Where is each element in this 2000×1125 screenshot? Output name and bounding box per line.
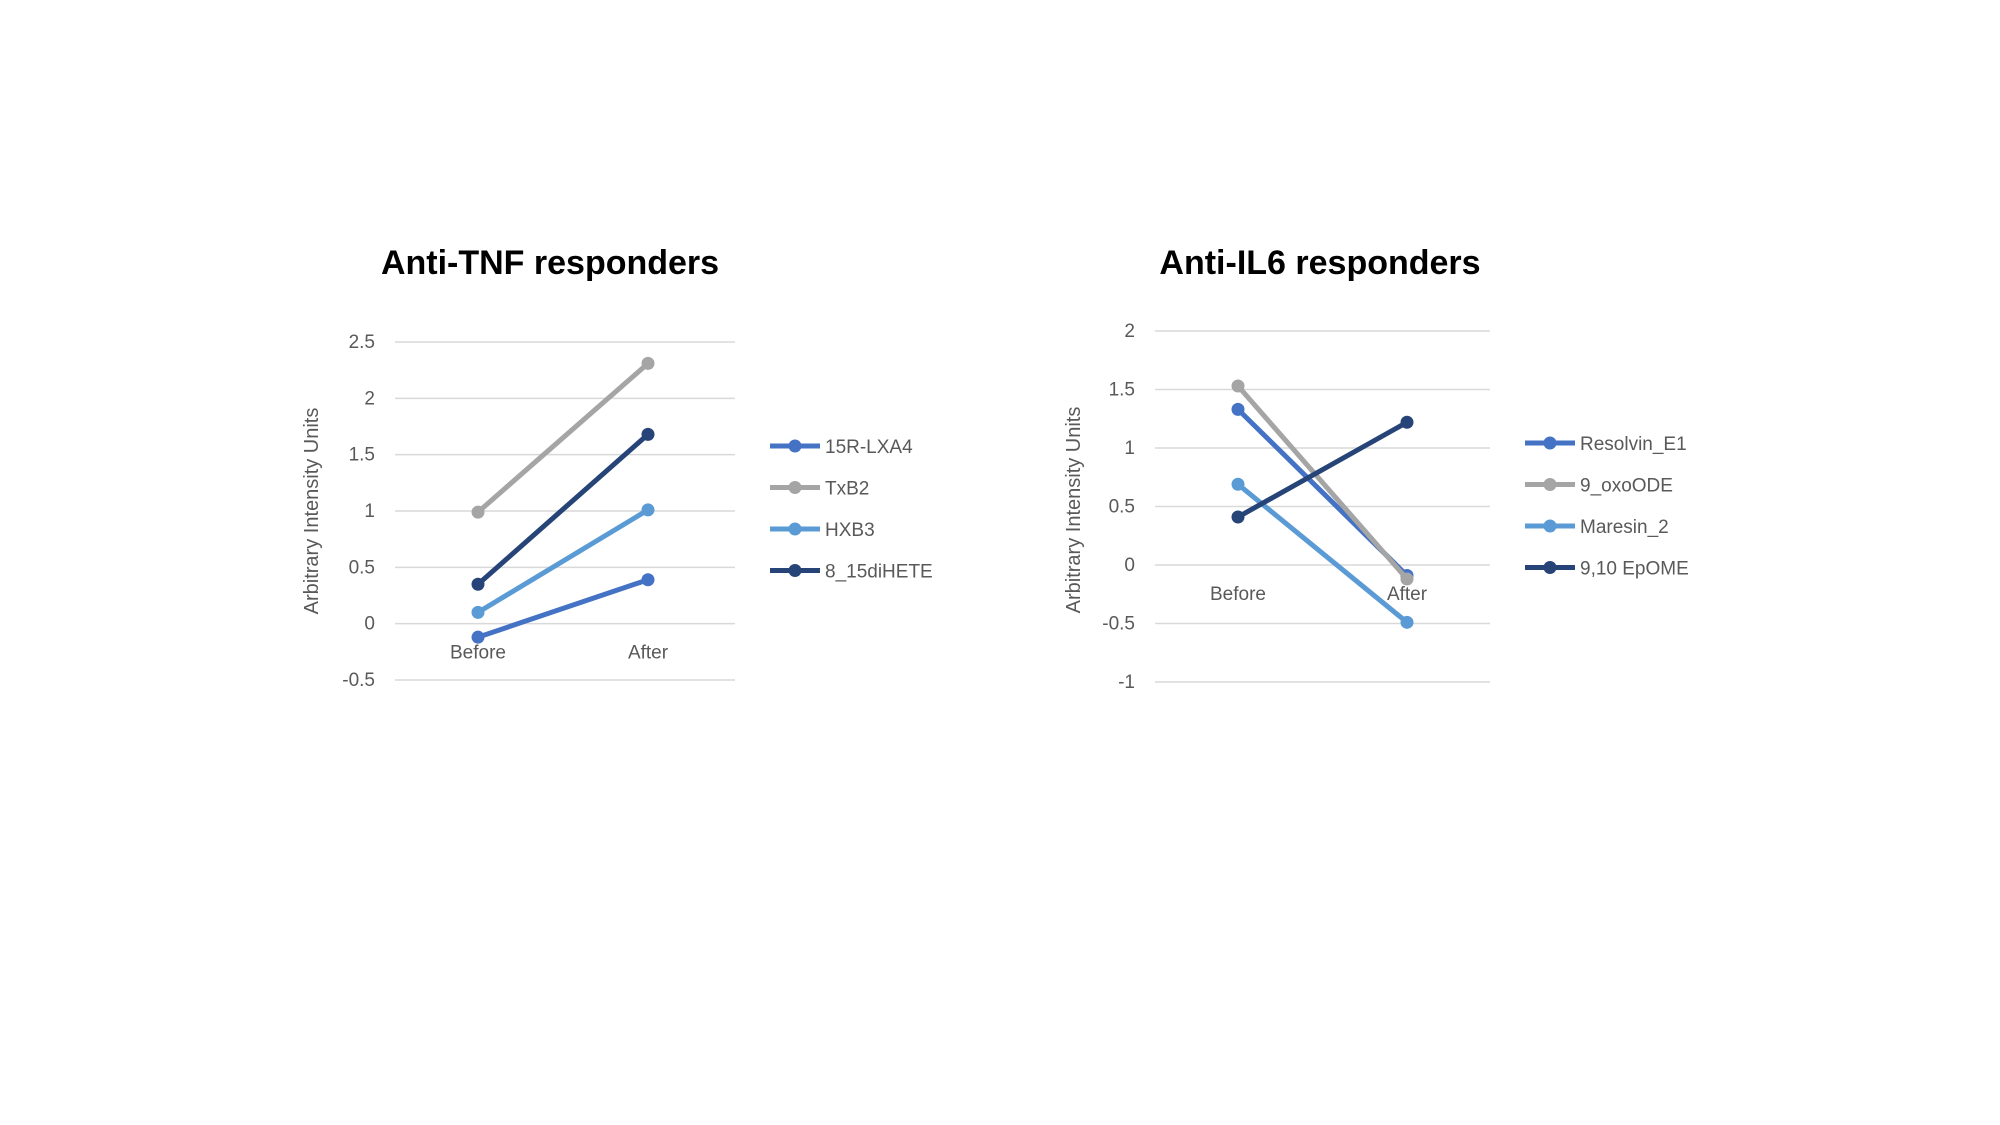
y-tick-label: 2.5	[349, 332, 375, 353]
y-tick-label: -0.5	[1102, 614, 1135, 635]
y-tick-label: 2	[364, 388, 375, 409]
data-point	[471, 630, 485, 644]
y-tick-label: -1	[1118, 672, 1135, 693]
series-line	[475, 577, 651, 640]
chart-svg: 2.5 2 1.5 1 0.5 0 -0.5 Before After Arbitrary Int…	[301, 332, 933, 691]
x-tick-label: After	[1387, 584, 1428, 605]
legend-marker	[788, 439, 802, 453]
y-tick-label: 0.5	[1109, 497, 1135, 518]
legend-marker	[1543, 519, 1557, 533]
chart-title: Anti-IL6 responders	[1159, 244, 1481, 282]
data-point	[641, 356, 655, 370]
x-tick-label: Before	[450, 643, 506, 664]
legend-marker	[1543, 436, 1557, 450]
series-line	[475, 431, 651, 587]
data-point	[471, 577, 485, 591]
legend-label: 15R-LXA4	[825, 437, 913, 458]
y-tick-label: -0.5	[342, 670, 375, 691]
series-line	[475, 360, 651, 515]
y-tick-label: 0	[364, 614, 375, 635]
chart-title: Anti-TNF responders	[380, 244, 720, 282]
legend-label: HXB3	[825, 520, 875, 541]
x-tick-label: After	[628, 643, 669, 664]
series-line	[1235, 383, 1410, 582]
x-tick-label: Before	[1210, 584, 1266, 605]
data-point	[471, 605, 485, 619]
y-axis-title: Arbitrary Intensity Units	[301, 408, 323, 615]
legend-label: 8_15diHETE	[825, 562, 933, 583]
y-tick-label: 1.5	[1109, 380, 1135, 401]
data-point	[1231, 510, 1245, 524]
data-point	[1400, 572, 1414, 586]
series-line	[1235, 481, 1410, 625]
data-point	[1400, 415, 1414, 429]
y-tick-label: 2	[1124, 321, 1135, 342]
series-line	[475, 507, 651, 615]
y-tick-label: 1	[1124, 438, 1135, 459]
data-point	[1231, 402, 1245, 416]
legend-label: 9,10 EpOME	[1580, 559, 1689, 580]
data-point	[641, 427, 655, 441]
legend-marker	[788, 522, 802, 536]
legend-label: TxB2	[825, 479, 869, 500]
y-tick-label: 0.5	[349, 557, 375, 578]
chart-anti-tnf: Anti-TNF responders 2.5 2 1.5 1 0.5 0 -0.5 Befo…	[230, 220, 1010, 740]
y-axis-title: Arbitrary Intensity Units	[1063, 407, 1085, 614]
legend-marker	[788, 481, 802, 494]
chart-svg: 2 1.5 1 0.5 0 -0.5 -1 Before After Arbitrary Inte…	[1063, 321, 1689, 693]
y-tick-label: 1	[364, 501, 375, 522]
chart-anti-il6: Anti-IL6 responders 2 1.5 1 0.5 0 -0.5 -1 Befor…	[1000, 220, 1780, 740]
legend-label: Resolvin_E1	[1580, 434, 1687, 455]
legend-marker	[1543, 561, 1557, 574]
series-line	[1235, 419, 1410, 520]
y-tick-label: 0	[1124, 555, 1135, 576]
legend-label: Maresin_2	[1580, 517, 1669, 538]
legend-label: 9_oxoODE	[1580, 476, 1673, 497]
data-point	[641, 503, 655, 517]
y-tick-label: 1.5	[349, 445, 375, 466]
data-point	[471, 505, 485, 519]
legend-marker	[788, 564, 802, 577]
data-point	[1400, 615, 1414, 629]
data-point	[641, 573, 655, 587]
legend-marker	[1543, 478, 1557, 491]
data-point	[1231, 379, 1245, 393]
data-point	[1231, 477, 1245, 491]
